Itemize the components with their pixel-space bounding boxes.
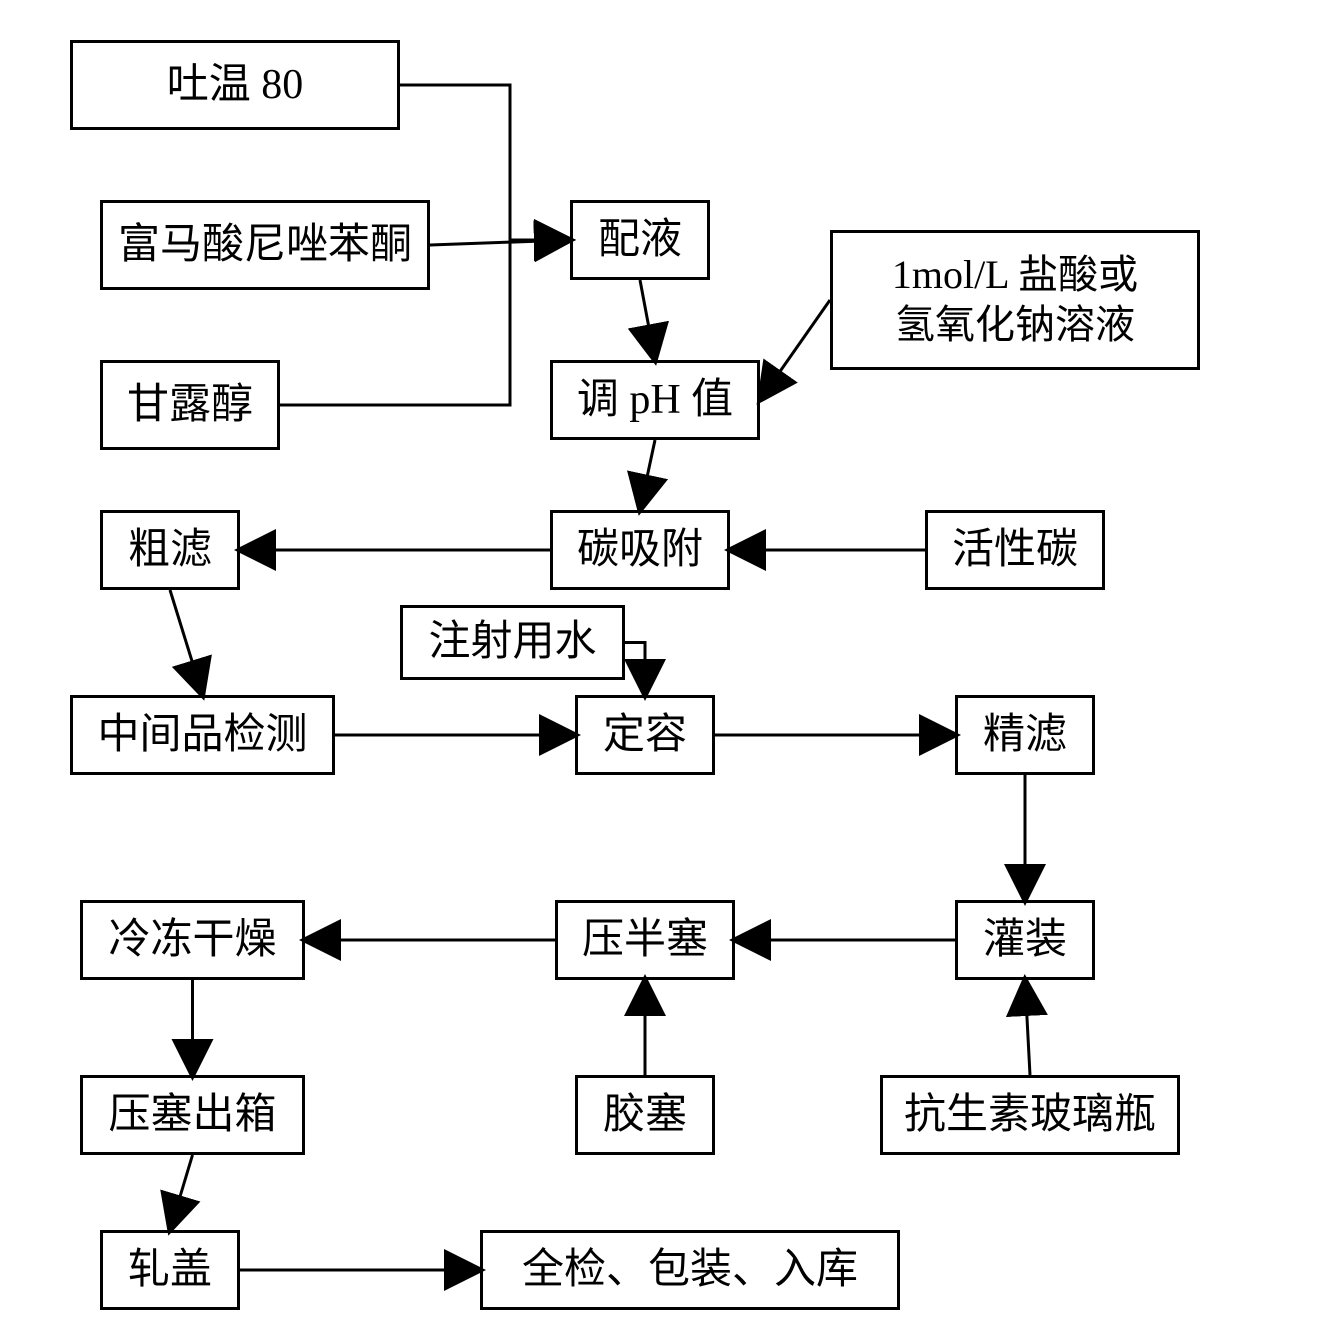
node-nizuo: 富马酸尼唑苯酮 <box>100 200 430 290</box>
node-jinglv: 精滤 <box>955 695 1095 775</box>
node-mannitol: 甘露醇 <box>100 360 280 450</box>
node-guanzhuang: 灌装 <box>955 900 1095 980</box>
edge-yasai_chu-to-zagai <box>170 1155 193 1230</box>
node-yabansai: 压半塞 <box>555 900 735 980</box>
edge-nizuo-to-peiye <box>430 240 570 245</box>
edge-cu_lv-to-inter_test <box>170 590 203 695</box>
node-lyophil: 冷冻干燥 <box>80 900 305 980</box>
node-c_adsorb: 碳吸附 <box>550 510 730 590</box>
edge-hcl_naoh-to-ph <box>760 300 830 400</box>
node-peiye: 配液 <box>570 200 710 280</box>
node-yasai_chu: 压塞出箱 <box>80 1075 305 1155</box>
node-inter_test: 中间品检测 <box>70 695 335 775</box>
node-final: 全检、包装、入库 <box>480 1230 900 1310</box>
edge-zhusheshui-to-dingrong <box>625 643 645 696</box>
node-act_carbon: 活性碳 <box>925 510 1105 590</box>
node-hcl_naoh: 1mol/L 盐酸或 氢氧化钠溶液 <box>830 230 1200 370</box>
node-zagai: 轧盖 <box>100 1230 240 1310</box>
node-cu_lv: 粗滤 <box>100 510 240 590</box>
node-vial: 抗生素玻璃瓶 <box>880 1075 1180 1155</box>
node-zhusheshui: 注射用水 <box>400 605 625 680</box>
edge-peiye-to-ph <box>640 280 655 360</box>
node-jiaosai: 胶塞 <box>575 1075 715 1155</box>
node-tween80: 吐温 80 <box>70 40 400 130</box>
edge-vial-to-guanzhuang <box>1025 980 1030 1075</box>
edge-ph-to-c_adsorb <box>640 440 655 510</box>
node-ph: 调 pH 值 <box>550 360 760 440</box>
node-dingrong: 定容 <box>575 695 715 775</box>
